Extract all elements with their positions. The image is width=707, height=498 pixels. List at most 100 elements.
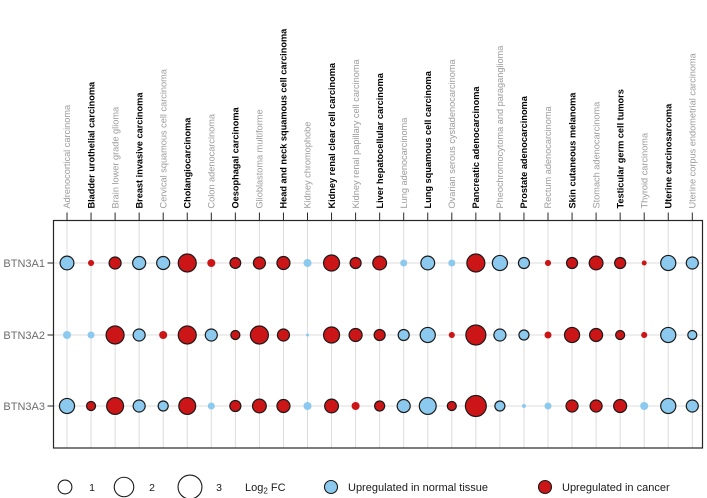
bubble: [159, 330, 168, 340]
column-label: Adrenocortical carcinoma: [62, 104, 72, 209]
bubble: [544, 259, 552, 267]
normal-legend-label: Upregulated in normal tissue: [348, 482, 488, 494]
bubble: [230, 329, 241, 341]
bubble: [687, 329, 698, 341]
row-label: BTN3A1: [3, 258, 45, 270]
bubble: [396, 398, 411, 414]
bubble: [177, 253, 197, 273]
bubble: [108, 256, 122, 270]
column-label: Thyroid carcinoma: [639, 132, 649, 208]
bubble: [544, 402, 552, 410]
bubble: [418, 396, 437, 416]
column-label: Skin cutaneous melanoma: [567, 92, 577, 209]
column-label: Bladder urothelial carcinoma: [86, 81, 96, 209]
bubble: [132, 328, 146, 342]
bubble: [249, 325, 269, 345]
bubble: [493, 328, 507, 342]
bubble: [204, 328, 218, 342]
bubble: [324, 398, 340, 414]
column-label: Oesophagal carcinoma: [231, 107, 241, 209]
bubble: [685, 256, 699, 270]
bubble: [251, 398, 267, 414]
bubble: [59, 255, 75, 271]
column-label: Head and neck squamous cell carcinoma: [279, 28, 289, 209]
bubble: [641, 260, 647, 266]
bubble: [305, 333, 310, 337]
column-label: Pancreatic adenocarcinoma: [471, 86, 481, 209]
bubble: [132, 255, 147, 271]
bubble: [446, 400, 457, 412]
bubble: [660, 326, 677, 344]
size-legend-value: 2: [149, 482, 155, 494]
bubble: [58, 397, 76, 415]
bubble: [448, 259, 456, 267]
bubble: [521, 404, 526, 408]
column-label: Uterine carcinosarcoma: [663, 103, 673, 209]
column-label: Cervical squamous cell carcinoma: [158, 68, 168, 208]
bubble: [207, 402, 215, 410]
bubble: [373, 328, 386, 342]
column-label: Testicular germ cell tumors: [615, 89, 625, 208]
bubble: [276, 255, 291, 271]
column-label: Liver hepatocellular carcinoma: [375, 72, 385, 208]
row-label: BTN3A3: [3, 401, 45, 413]
bubble: [517, 256, 531, 270]
bubble: [207, 258, 216, 268]
bubble: [613, 398, 628, 414]
bubble: [156, 255, 171, 271]
bubble: [685, 399, 699, 413]
size-legend-value: 3: [216, 482, 222, 494]
size-legend-value: 1: [89, 482, 95, 494]
normal-legend-swatch: [323, 479, 339, 495]
bubble: [351, 401, 360, 411]
bubble: [397, 328, 410, 342]
bubble: [348, 327, 363, 343]
bubble: [448, 331, 455, 339]
bubble: [614, 256, 627, 270]
bubble: [372, 255, 388, 271]
bubble: [615, 329, 626, 341]
bubble: [303, 258, 312, 268]
bubble: [229, 257, 242, 269]
column-label: Kidney renal clear cell carcinoma: [327, 62, 337, 208]
size-legend-circle: [57, 479, 73, 495]
bubble: [419, 326, 436, 344]
bubble: [105, 325, 125, 345]
bubble: [565, 399, 579, 413]
bubble: [276, 328, 291, 342]
cancer-legend-label: Upregulated in cancer: [562, 482, 670, 494]
bubble: [157, 400, 169, 412]
bubble: [87, 259, 95, 267]
bubble: [420, 255, 436, 271]
bubble: [400, 259, 408, 267]
bubble: [465, 324, 487, 346]
column-label: Stomach adenocarcinoma: [591, 101, 601, 209]
bubble: [177, 325, 197, 345]
column-label: Kidney renal papillary cell carcinoma: [351, 58, 361, 208]
size-legend-circle: [177, 474, 203, 498]
bubble: [62, 330, 72, 340]
bubble: [349, 256, 362, 270]
column-label: Prostate adenocarcinoma: [519, 95, 529, 208]
bubble: [518, 329, 530, 341]
column-label: Uterine corpus endometrial carcinoma: [688, 52, 698, 208]
bubble: [660, 397, 677, 415]
bubble: [229, 399, 242, 413]
bubble: [276, 398, 291, 414]
column-label: Rectum adenocarcinoma: [543, 105, 553, 208]
bubble: [106, 396, 125, 416]
column-label: Glioblastoma multiforme: [255, 109, 265, 208]
bubble: [252, 256, 267, 270]
bubble: [178, 396, 197, 416]
size-legend-title: Log2 FC: [245, 482, 286, 496]
column-label: Kidney chromophobe: [303, 122, 313, 209]
bubble: [322, 254, 341, 272]
bubble: [544, 331, 552, 339]
bubble: [660, 254, 677, 272]
column-label: Breast invasive carcinoma: [134, 92, 144, 209]
bubble: [322, 326, 341, 344]
column-label: Pheochromocytoma and paraganglioma: [495, 45, 505, 209]
